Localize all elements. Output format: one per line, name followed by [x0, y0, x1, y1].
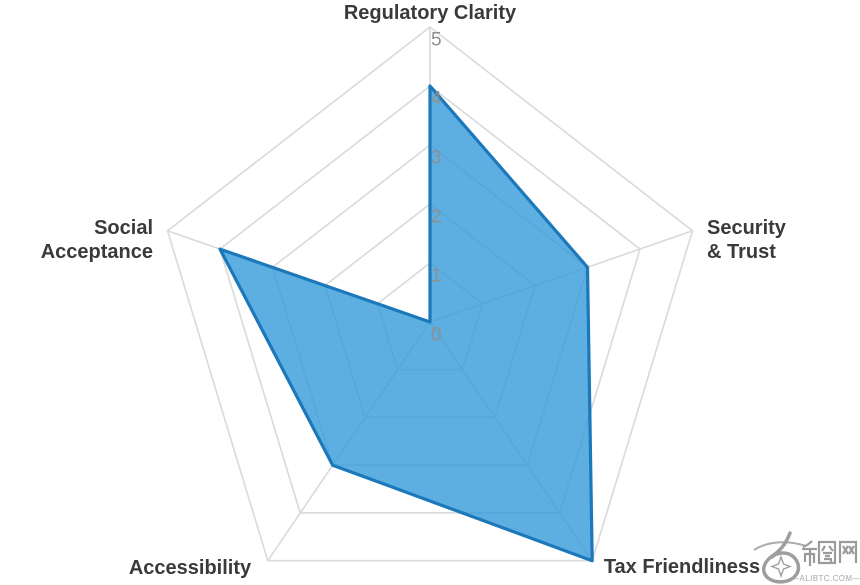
watermark-canvas: —ALIBTC.COM—	[753, 531, 860, 584]
radar-tick-label-0: 0	[431, 325, 442, 346]
radar-tick-label-3: 3	[431, 148, 442, 169]
axis-label-security-trust: Security & Trust	[707, 217, 786, 263]
watermark-swirl-star-icon	[753, 531, 807, 584]
axis-label-accessibility: Accessibility	[128, 557, 252, 579]
watermark: —ALIBTC.COM—	[735, 520, 860, 585]
watermark-site-name	[802, 540, 858, 566]
axis-label-regulatory-clarity: Regulatory Clarity	[343, 2, 517, 24]
radar-tick-label-4: 4	[431, 89, 442, 110]
axis-label-tax-friendliness: Tax Friendliness	[603, 556, 761, 578]
radar-grid-ring-4	[219, 84, 641, 514]
radar-grid-ring-5	[166, 25, 694, 562]
radar-tick-label-5: 5	[431, 30, 442, 51]
radar-tick-label-1: 1	[431, 266, 442, 287]
radar-data-polygon	[218, 84, 594, 563]
axis-label-social-acceptance: Social Acceptance	[40, 217, 153, 263]
radar-tick-label-2: 2	[431, 207, 442, 228]
watermark-site-url: —ALIBTC.COM—	[791, 574, 860, 583]
